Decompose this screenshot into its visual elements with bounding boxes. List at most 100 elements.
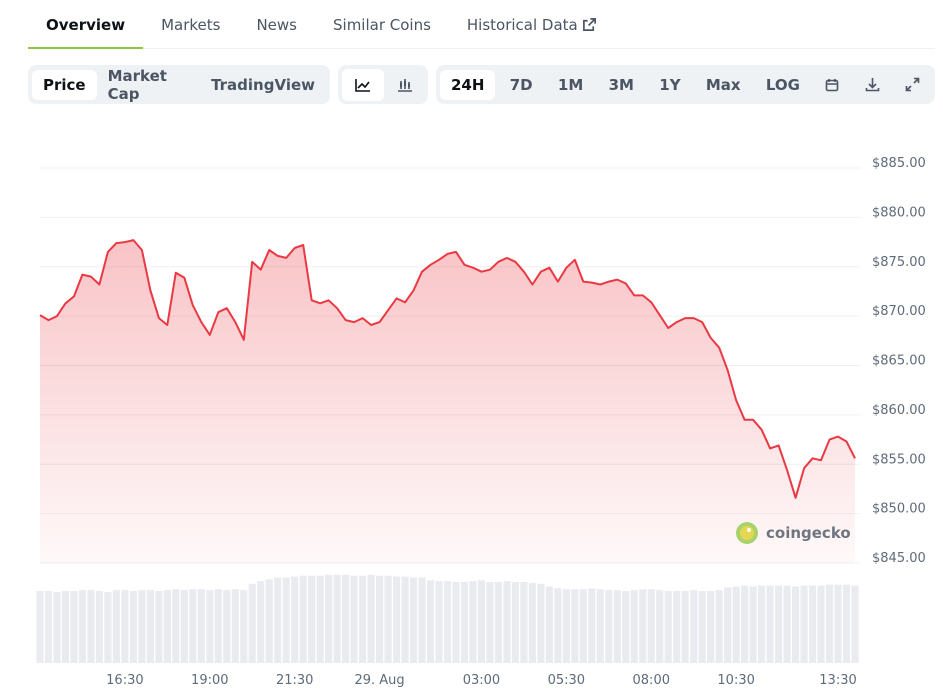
- volume-bar: [172, 589, 180, 663]
- volume-bar: [308, 575, 316, 663]
- y-tick-label: $870.00: [872, 304, 926, 319]
- price-area: [40, 240, 855, 563]
- x-tick-label: 03:00: [463, 673, 500, 688]
- button[interactable]: Market Cap: [107, 66, 167, 103]
- volume-bar: [766, 585, 774, 663]
- volume-bar: [316, 575, 324, 663]
- volume-bar: [138, 590, 146, 663]
- x-tick-label: 16:30: [106, 673, 143, 688]
- volume-bar: [690, 590, 698, 663]
- volume-bar: [359, 575, 367, 663]
- watermark: coingecko: [736, 522, 851, 544]
- button[interactable]: TradingView: [211, 75, 315, 94]
- metric-group: Price Market Cap TradingView: [28, 65, 330, 104]
- volume-bar: [189, 589, 197, 663]
- volume-bar: [664, 591, 672, 663]
- tab-bar: Overview Markets News Similar Coins Hist…: [28, 0, 935, 49]
- volume-bar: [792, 586, 800, 663]
- volume-bar: [121, 590, 129, 663]
- volume-bar: [87, 590, 95, 663]
- volume-bar: [282, 577, 290, 663]
- button[interactable]: Max: [705, 75, 741, 94]
- tab[interactable]: News: [256, 16, 297, 34]
- volume-bar: [469, 581, 477, 663]
- volume-bar: [681, 591, 689, 663]
- volume-bar: [325, 574, 333, 663]
- volume-bar: [758, 585, 766, 663]
- volume-bar: [613, 590, 621, 663]
- calendar-button[interactable]: [814, 72, 850, 98]
- volume-bar: [571, 589, 579, 663]
- volume-bar: [460, 582, 469, 663]
- volume-bar: [834, 584, 842, 663]
- volume-bar: [596, 589, 604, 663]
- volume-bar: [104, 591, 112, 663]
- x-tick-label: 29. Aug: [354, 673, 404, 688]
- volume-bar: [545, 586, 553, 663]
- volume-bar: [715, 590, 723, 663]
- button[interactable]: 24H: [440, 69, 496, 100]
- volume-bar: [197, 589, 205, 663]
- tab[interactable]: Markets: [161, 16, 221, 34]
- x-tick-label: 13:30: [819, 673, 856, 688]
- volume-bar: [53, 591, 61, 663]
- volume-bar: [95, 591, 103, 663]
- volume-bar: [223, 590, 231, 663]
- volume-bar: [392, 576, 401, 663]
- tab[interactable]: Similar Coins: [333, 16, 431, 34]
- plot: $845.00 $850.00 $855.00 $860.00 $865.00 $870.…: [36, 156, 926, 688]
- button[interactable]: 1M: [557, 75, 584, 94]
- volume-bar: [775, 585, 783, 663]
- fullscreen-button[interactable]: [894, 71, 931, 98]
- volume-bar: [554, 588, 562, 663]
- volume-bar: [401, 576, 409, 663]
- button[interactable]: LOG: [765, 75, 800, 94]
- external-icon: [582, 18, 596, 31]
- volume-bar: [443, 581, 452, 663]
- volume-bar: [376, 575, 384, 663]
- volume-bar: [511, 582, 519, 663]
- x-tick-label: 21:30: [276, 673, 313, 688]
- x-tick-label: 10:30: [717, 673, 754, 688]
- y-tick-label: $850.00: [872, 502, 926, 517]
- volume-bar: [231, 589, 239, 663]
- volume-bar: [291, 576, 299, 663]
- tab[interactable]: Historical Data: [449, 0, 615, 47]
- line-chart-button[interactable]: [342, 68, 384, 101]
- volume-bar: [274, 577, 282, 663]
- y-tick-label: $885.00: [872, 156, 926, 171]
- tab[interactable]: Overview: [28, 0, 144, 49]
- volume-bar: [78, 590, 87, 663]
- volume-bar: [248, 583, 256, 663]
- volume-bar: [520, 582, 528, 663]
- volume-bar: [112, 590, 120, 663]
- button[interactable]: 7D: [509, 75, 533, 94]
- download-button[interactable]: [854, 71, 891, 98]
- y-tick-label: $855.00: [872, 452, 926, 467]
- volume-bar: [129, 591, 137, 663]
- volume-bar: [418, 577, 426, 663]
- volume-bar: [426, 580, 435, 663]
- volume-bar: [503, 581, 511, 663]
- x-tick-label: 05:30: [548, 673, 585, 688]
- volume-bar: [579, 589, 587, 663]
- candle-chart-button[interactable]: [384, 69, 426, 101]
- price-line: [39, 239, 856, 499]
- y-tick-label: $845.00: [872, 551, 926, 566]
- volume-bar: [155, 591, 163, 663]
- volume-bar: [409, 577, 418, 663]
- button[interactable]: Price: [32, 69, 97, 100]
- volume-bar: [452, 582, 460, 663]
- volume-bar: [817, 585, 825, 663]
- volume-bar: [537, 583, 545, 663]
- volume-bar: [367, 574, 375, 663]
- tab-label: Historical Data: [466, 16, 578, 34]
- volume-bar: [622, 591, 630, 663]
- volume-bar: [741, 585, 749, 663]
- volume-bar: [333, 574, 341, 663]
- button[interactable]: 1Y: [659, 75, 681, 94]
- button[interactable]: 3M: [608, 75, 634, 94]
- y-tick-label: $875.00: [872, 255, 926, 270]
- volume-bar: [163, 590, 171, 663]
